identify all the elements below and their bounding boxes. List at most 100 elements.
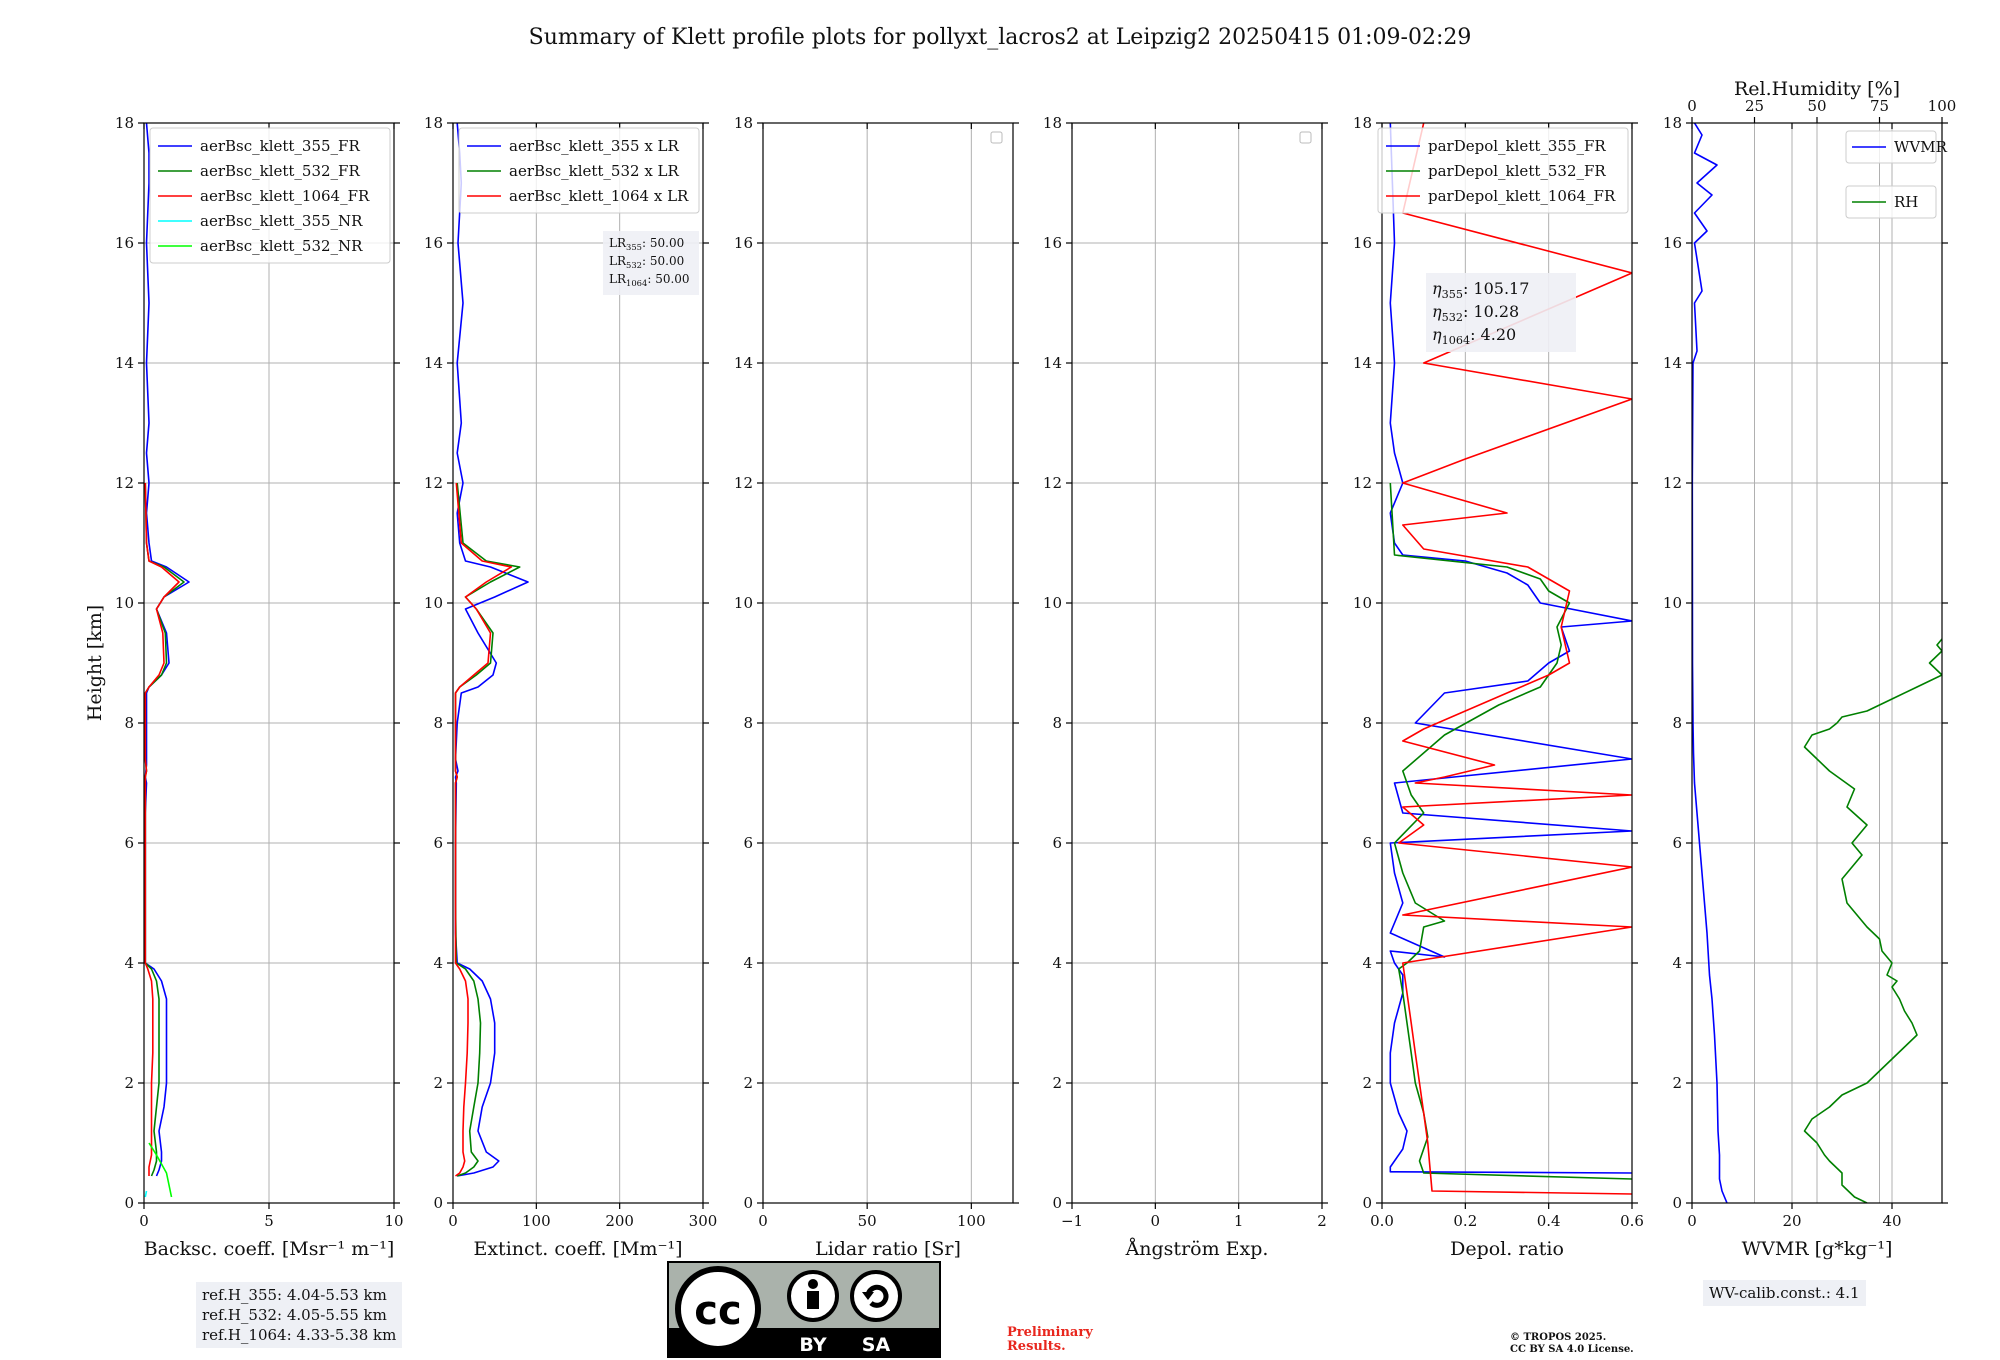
cc-by-sa-logo[interactable]: cc BY SA (667, 1261, 941, 1358)
y-tick-label: 6 (433, 834, 443, 852)
y-tick-label: 14 (424, 354, 443, 372)
y-tick-label: 10 (734, 594, 753, 612)
x-tick-label: 0 (1151, 1212, 1161, 1230)
x-tick-label: 0.0 (1370, 1212, 1394, 1230)
legend-entry-RH: RH (1894, 193, 1918, 211)
legend-box (1845, 130, 1937, 164)
x-axis-label: WVMR [g*kg⁻¹] (1742, 1238, 1893, 1260)
prelim-line-2: Results. (1007, 1339, 1066, 1354)
legend-box (1845, 185, 1937, 219)
legend-box (149, 127, 391, 264)
x-tick-label: 20 (1782, 1212, 1801, 1230)
series-line-WVMR (1692, 123, 1728, 1203)
y-tick-label: 0 (124, 1194, 134, 1212)
x-axis-label: Backsc. coeff. [Msr⁻¹ m⁻¹] (144, 1238, 395, 1260)
x-tick-label: 0 (758, 1212, 768, 1230)
by-label: BY (799, 1334, 826, 1356)
top-x-tick-label: 50 (1807, 97, 1826, 115)
x-tick-label: 100 (957, 1212, 986, 1230)
series-line-aerBsc_klett_532_FR (144, 482, 185, 1177)
copyright-line-1: © TROPOS 2025. (1510, 1332, 1607, 1343)
y-tick-label: 18 (115, 114, 134, 132)
series-line-RH (1803, 638, 1942, 1203)
y-tick-label: 18 (1663, 114, 1682, 132)
legend-entry-parDepol_klett_532_FR: parDepol_klett_532_FR (1428, 162, 1606, 180)
ref-h-355: ref.H_355: 4.04-5.53 km (202, 1286, 387, 1304)
x-tick-label: 5 (264, 1212, 274, 1230)
top-x-tick-label: 25 (1745, 97, 1764, 115)
y-tick-label: 12 (1353, 474, 1372, 492)
copyright-line-2: CC BY SA 4.0 License. (1510, 1344, 1634, 1355)
empty-legend-box (990, 131, 1003, 144)
y-axis-label: Height [km] (84, 605, 106, 721)
x-tick-label: 0 (1687, 1212, 1697, 1230)
top-x-tick-label: 100 (1928, 97, 1957, 115)
series-group (144, 123, 190, 1198)
y-tick-label: 14 (1663, 354, 1682, 372)
axes-frame (1381, 122, 1633, 1204)
legend-entry-WVMR: WVMR (1894, 138, 1948, 156)
x-tick-label: 10 (384, 1212, 403, 1230)
series-line-parDepol_klett_1064_FR (1397, 123, 1632, 1195)
x-tick-label: 40 (1882, 1212, 1901, 1230)
y-tick-label: 10 (1663, 594, 1682, 612)
series-line-aerBsc_klett_355_FR (144, 123, 190, 1177)
y-tick-label: 4 (433, 954, 443, 972)
y-tick-label: 8 (1052, 714, 1062, 732)
y-tick-label: 0 (433, 1194, 443, 1212)
y-tick-label: 8 (1672, 714, 1682, 732)
x-tick-label: −1 (1061, 1212, 1083, 1230)
panel-depol: 0 2 4 6 8 10 12 14 16 18 0.0 0.2 0.4 0.6 Depol. ratio p… (1353, 114, 1644, 1260)
y-tick-label: 2 (743, 1074, 753, 1092)
y-tick-label: 16 (1043, 234, 1062, 252)
axes-frame (1071, 122, 1323, 1204)
y-tick-label: 16 (1353, 234, 1372, 252)
x-axis-label: Depol. ratio (1450, 1238, 1564, 1260)
x-axis-label: Extinct. coeff. [Mm⁻¹] (473, 1238, 682, 1260)
y-tick-label: 16 (115, 234, 134, 252)
y-tick-label: 18 (1353, 114, 1372, 132)
series-line-parDepol_klett_355_FR (1389, 123, 1632, 1174)
y-tick-label: 18 (424, 114, 443, 132)
x-tick-label: 300 (689, 1212, 718, 1230)
y-tick-label: 0 (1672, 1194, 1682, 1212)
y-tick-label: 0 (1362, 1194, 1372, 1212)
y-tick-label: 10 (424, 594, 443, 612)
sa-label: SA (862, 1334, 891, 1356)
x-tick-label: 0 (139, 1212, 149, 1230)
legend-entry-aerBsc_klett_532_NR: aerBsc_klett_532_NR (200, 237, 363, 255)
y-tick-label: 10 (1353, 594, 1372, 612)
series-line-parDepol_klett_532_FR (1389, 482, 1632, 1180)
x-axis-label: Lidar ratio [Sr] (815, 1238, 961, 1260)
series-line-aerBsc_klett_532_NR (148, 1142, 173, 1198)
annotation-line: LR532: 50.00 (609, 254, 684, 270)
annotation-line: LR1064: 50.00 (609, 272, 690, 288)
y-tick-label: 16 (1663, 234, 1682, 252)
y-tick-label: 4 (1672, 954, 1682, 972)
axes-frame (452, 122, 704, 1204)
annotation-box (603, 231, 699, 295)
y-tick-label: 10 (115, 594, 134, 612)
y-tick-label: 6 (1672, 834, 1682, 852)
annotation-line: η355: 105.17 (1432, 279, 1529, 301)
figure-title: Summary of Klett profile plots for polly… (529, 25, 1472, 50)
annotation-line: η1064: 4.20 (1432, 325, 1516, 347)
y-tick-label: 2 (1672, 1074, 1682, 1092)
legend-entry-aerBsc_klett_355_NR: aerBsc_klett_355_NR (200, 212, 363, 230)
y-tick-label: 14 (734, 354, 753, 372)
legend-entry-aerBsc_klett_1064 x LR: aerBsc_klett_1064 x LR (509, 187, 689, 205)
empty-legend-box (1299, 131, 1312, 144)
y-tick-label: 6 (743, 834, 753, 852)
x-tick-label: 200 (605, 1212, 634, 1230)
y-tick-label: 2 (1362, 1074, 1372, 1092)
legend-entry-parDepol_klett_1064_FR: parDepol_klett_1064_FR (1428, 187, 1616, 205)
legend-box (1377, 127, 1629, 214)
legend-entry-aerBsc_klett_1064_FR: aerBsc_klett_1064_FR (200, 187, 370, 205)
top-x-tick-label: 0 (1687, 97, 1697, 115)
y-tick-label: 0 (743, 1194, 753, 1212)
annotation-line: η532: 10.28 (1432, 302, 1519, 324)
series-line-aerBsc_klett_355 x LR (454, 123, 529, 1177)
y-tick-label: 14 (1353, 354, 1372, 372)
